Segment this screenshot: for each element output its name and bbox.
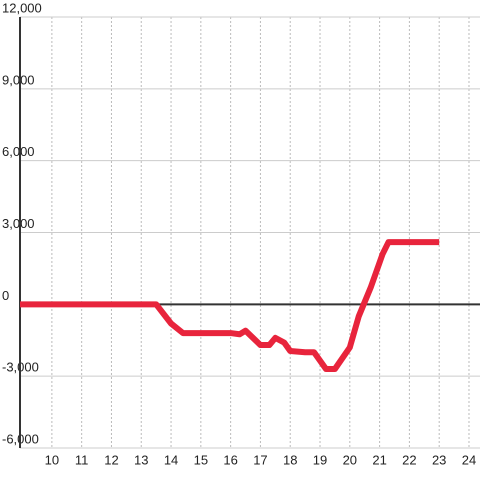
y-tick-label: 12,000 [2,0,42,15]
x-tick-label: 21 [372,452,386,467]
x-tick-label: 15 [194,452,208,467]
x-tick-label: 19 [313,452,327,467]
x-tick-label: 23 [432,452,446,467]
y-tick-label: 0 [2,288,9,303]
x-tick-label: 17 [253,452,267,467]
x-tick-label: 24 [462,452,476,467]
x-tick-label: 10 [45,452,59,467]
x-tick-label: 16 [223,452,237,467]
x-tick-label: 12 [104,452,118,467]
x-tick-label: 11 [75,452,89,467]
y-tick-label: 3,000 [2,216,35,231]
data-line [20,239,440,372]
x-tick-label: 13 [134,452,148,467]
x-tick-label: 20 [343,452,357,467]
x-tick-label: 22 [402,452,416,467]
x-tick-label: 14 [164,452,178,467]
x-tick-label: 18 [283,452,297,467]
y-tick-label: 6,000 [2,144,35,159]
y-tick-label: 9,000 [2,72,35,87]
